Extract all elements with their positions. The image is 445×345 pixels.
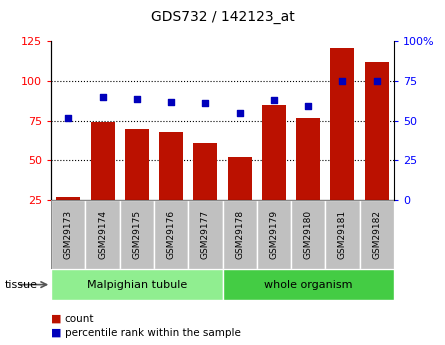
Text: GSM29179: GSM29179 — [269, 210, 279, 259]
Point — [134, 96, 141, 101]
Text: GSM29174: GSM29174 — [98, 210, 107, 259]
Point — [236, 110, 243, 116]
Text: GSM29178: GSM29178 — [235, 210, 244, 259]
Bar — [257, 200, 291, 269]
Bar — [222, 269, 394, 300]
Point — [168, 99, 175, 105]
Bar — [51, 200, 85, 269]
Text: ■: ■ — [51, 314, 62, 324]
Text: GSM29182: GSM29182 — [372, 210, 381, 259]
Bar — [365, 62, 388, 200]
Point — [373, 78, 380, 84]
Bar — [262, 105, 286, 200]
Point — [339, 78, 346, 84]
Bar — [222, 200, 257, 269]
Bar — [360, 200, 394, 269]
Bar — [331, 48, 354, 200]
Text: Malpighian tubule: Malpighian tubule — [87, 280, 187, 289]
Bar — [228, 157, 251, 200]
Text: tissue: tissue — [4, 280, 37, 289]
Text: ■: ■ — [51, 328, 62, 338]
Point — [305, 104, 312, 109]
Point — [202, 100, 209, 106]
Bar — [120, 200, 154, 269]
Bar — [154, 200, 188, 269]
Bar — [194, 143, 217, 200]
Text: GSM29173: GSM29173 — [64, 210, 73, 259]
Point — [65, 115, 72, 120]
Bar — [291, 200, 325, 269]
Text: GSM29177: GSM29177 — [201, 210, 210, 259]
Text: percentile rank within the sample: percentile rank within the sample — [65, 328, 240, 338]
Text: GSM29176: GSM29176 — [166, 210, 176, 259]
Bar — [51, 269, 223, 300]
Bar — [296, 118, 320, 200]
Point — [99, 94, 106, 100]
Bar — [188, 200, 222, 269]
Text: GSM29181: GSM29181 — [338, 210, 347, 259]
Text: whole organism: whole organism — [264, 280, 352, 289]
Bar — [159, 132, 183, 200]
Text: count: count — [65, 314, 94, 324]
Bar — [125, 129, 149, 200]
Text: GSM29175: GSM29175 — [132, 210, 142, 259]
Bar — [91, 122, 114, 200]
Text: GSM29180: GSM29180 — [303, 210, 313, 259]
Text: GDS732 / 142123_at: GDS732 / 142123_at — [150, 10, 295, 24]
Point — [271, 97, 278, 103]
Bar — [85, 200, 120, 269]
Bar — [325, 200, 360, 269]
Bar — [57, 197, 80, 200]
